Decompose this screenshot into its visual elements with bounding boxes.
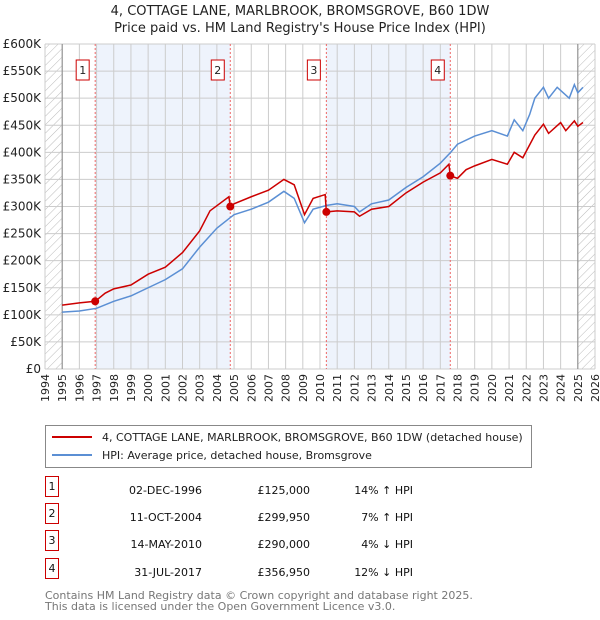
y-tick-label: £100K bbox=[3, 308, 43, 322]
x-tick-label: 2011 bbox=[331, 374, 344, 402]
x-tick-label: 1999 bbox=[125, 374, 138, 402]
y-tick-label: £250K bbox=[3, 227, 43, 241]
x-tick-label: 2024 bbox=[555, 374, 568, 402]
x-tick-label: 2010 bbox=[314, 374, 327, 402]
x-tick-label: 2008 bbox=[280, 374, 293, 402]
x-tick-label: 2012 bbox=[348, 374, 361, 402]
legend-label: HPI: Average price, detached house, Brom… bbox=[102, 448, 372, 462]
x-tick-label: 2022 bbox=[520, 374, 533, 402]
sale-date: 31-JUL-2017 bbox=[134, 566, 202, 579]
y-tick-label: £550K bbox=[3, 64, 43, 78]
sale-price: £125,000 bbox=[257, 484, 311, 497]
x-tick-label: 2001 bbox=[159, 374, 172, 402]
sale-date: 14-MAY-2010 bbox=[130, 538, 202, 551]
x-tick-label: 2005 bbox=[228, 374, 241, 402]
y-tick-label: £400K bbox=[3, 145, 43, 159]
legend-item-hpi: HPI: Average price, detached house, Brom… bbox=[52, 446, 523, 464]
x-tick-label: 2021 bbox=[503, 374, 516, 402]
x-tick-label: 2025 bbox=[572, 374, 585, 402]
sale-label: 4 bbox=[434, 64, 441, 77]
x-tick-label: 2016 bbox=[417, 374, 430, 402]
y-tick-label: £450K bbox=[3, 118, 43, 132]
sale-hpi-diff: 14% ↑ HPI bbox=[354, 484, 413, 497]
sale-label: 3 bbox=[310, 64, 317, 77]
sale-point bbox=[91, 297, 100, 306]
x-tick-label: 2006 bbox=[245, 374, 258, 402]
sale-price: £356,950 bbox=[257, 566, 311, 579]
sale-label-box bbox=[210, 59, 225, 81]
price-chart: 1994 1995 1996 1997 1998 1999 2000 2001 2002 2003… bbox=[3, 37, 600, 402]
y-tick-label: £0 bbox=[26, 362, 41, 376]
y-tick-label: £300K bbox=[3, 200, 43, 214]
footer: Contains HM Land Registry data © Crown c… bbox=[45, 590, 473, 612]
x-tick-label: 2023 bbox=[537, 374, 550, 402]
x-tick-label: 1998 bbox=[108, 374, 121, 402]
x-tick-label: 2018 bbox=[452, 374, 465, 402]
x-tick-label: 2007 bbox=[262, 374, 275, 402]
sale-date: 11-OCT-2004 bbox=[129, 511, 202, 524]
sale-point bbox=[226, 202, 235, 211]
chart-subtitle: Price paid vs. HM Land Registry's House … bbox=[114, 21, 486, 36]
legend-swatch-blue bbox=[52, 454, 92, 456]
sale-number-badge: 1 bbox=[45, 476, 59, 497]
price-paid-line bbox=[62, 119, 584, 306]
y-tick-label: £50K bbox=[10, 335, 42, 349]
x-tick-label: 1996 bbox=[73, 374, 86, 402]
sale-label: 2 bbox=[214, 64, 221, 77]
sale-price: £290,000 bbox=[257, 538, 311, 551]
y-tick-label: £150K bbox=[3, 281, 43, 295]
x-tick-label: 2003 bbox=[194, 374, 207, 402]
x-tick-label: 1994 bbox=[39, 374, 52, 402]
legend-swatch-red bbox=[52, 436, 92, 438]
x-tick-label: 2014 bbox=[383, 374, 396, 402]
x-tick-label: 2004 bbox=[211, 374, 224, 402]
legend-item-property: 4, COTTAGE LANE, MARLBROOK, BROMSGROVE, … bbox=[52, 428, 523, 446]
sale-hpi-diff: 4% ↓ HPI bbox=[361, 538, 413, 551]
sale-label-box bbox=[430, 59, 445, 81]
sale-number-badge: 2 bbox=[45, 503, 59, 524]
sale-number-badge: 4 bbox=[45, 558, 59, 579]
footer-licence: This data is licensed under the Open Gov… bbox=[45, 600, 396, 613]
legend: 4, COTTAGE LANE, MARLBROOK, BROMSGROVE, … bbox=[45, 425, 532, 468]
chart-title: 4, COTTAGE LANE, MARLBROOK, BROMSGROVE, … bbox=[110, 4, 490, 19]
x-tick-label: 2013 bbox=[366, 374, 379, 402]
sale-hpi-diff: 7% ↑ HPI bbox=[361, 511, 413, 524]
y-tick-label: £600K bbox=[3, 37, 43, 51]
sale-point bbox=[446, 171, 455, 180]
sale-point bbox=[322, 207, 331, 216]
sale-label: 1 bbox=[79, 64, 86, 77]
sale-number-badge: 3 bbox=[45, 530, 59, 551]
x-tick-label: 2026 bbox=[589, 374, 600, 402]
x-tick-label: 2020 bbox=[486, 374, 499, 402]
x-tick-label: 2019 bbox=[469, 374, 482, 402]
y-tick-label: £200K bbox=[3, 254, 43, 268]
x-tick-label: 2015 bbox=[400, 374, 413, 402]
sale-date: 02-DEC-1996 bbox=[128, 484, 202, 497]
sale-hpi-diff: 12% ↓ HPI bbox=[354, 566, 413, 579]
legend-label: 4, COTTAGE LANE, MARLBROOK, BROMSGROVE, … bbox=[102, 430, 523, 444]
y-tick-label: £350K bbox=[3, 172, 43, 186]
sale-label-box bbox=[75, 59, 90, 81]
footer-copyright: Contains HM Land Registry data © Crown c… bbox=[45, 589, 473, 602]
x-tick-label: 2002 bbox=[177, 374, 190, 402]
sale-label-box bbox=[306, 59, 321, 81]
hpi-line bbox=[62, 82, 584, 313]
x-tick-label: 2000 bbox=[142, 374, 155, 402]
x-tick-label: 2009 bbox=[297, 374, 310, 402]
x-tick-label: 1997 bbox=[91, 374, 104, 402]
sale-price: £299,950 bbox=[257, 511, 311, 524]
x-tick-label: 2017 bbox=[434, 374, 447, 402]
y-tick-label: £500K bbox=[3, 91, 43, 105]
x-tick-label: 1995 bbox=[56, 374, 69, 402]
